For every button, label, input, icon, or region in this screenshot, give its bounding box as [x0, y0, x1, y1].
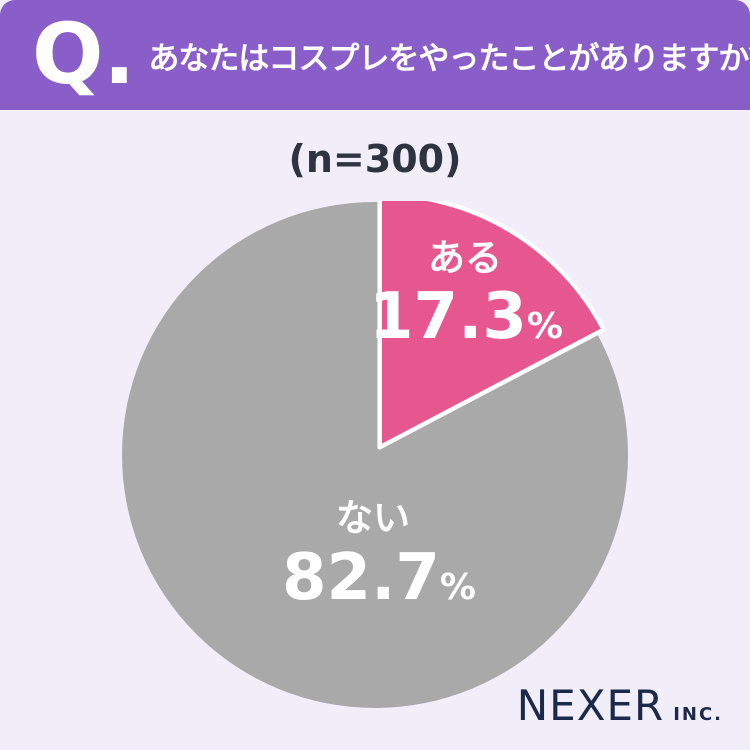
slice-value-nai: 82.7% [282, 546, 476, 610]
question-header: Q. あなたはコスプレをやったことがありますか？ [0, 0, 750, 110]
q-mark: Q. [32, 5, 136, 104]
slice-value-aru: 17.3% [369, 285, 563, 349]
sample-size-label: (n=300) [288, 137, 462, 181]
slice-label-nai: ない [336, 496, 410, 540]
brand-name: NEXER [516, 681, 665, 730]
question-title: あなたはコスプレをやったことがありますか？ [148, 40, 750, 77]
percent-sign-nai: % [439, 567, 476, 608]
percent-sign-aru: % [526, 306, 563, 347]
slice-label-aru: ある [428, 236, 502, 280]
pie-slice-aru [377, 201, 606, 450]
brand-suffix: INC. [673, 704, 723, 725]
brand-logo: NEXER INC. [517, 681, 723, 730]
slice-value-aru-number: 17.3 [369, 280, 527, 354]
slice-value-nai-number: 82.7 [282, 541, 440, 615]
pie-chart [122, 201, 628, 708]
